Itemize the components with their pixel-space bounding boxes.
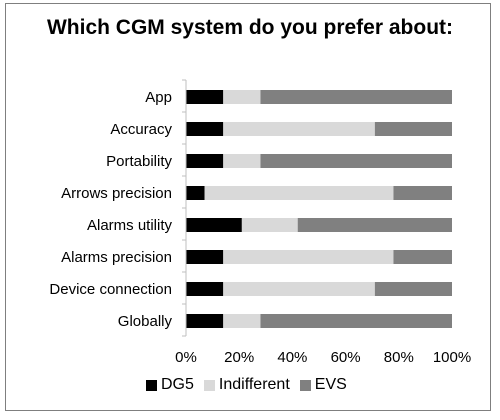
bar-indifferent-alarms-precision xyxy=(223,250,394,264)
category-label-alarms-utility: Alarms utility xyxy=(87,217,173,234)
x-tick-label-60: 60% xyxy=(331,349,361,366)
category-label-portability: Portability xyxy=(106,153,172,170)
legend-item-evs: EVS xyxy=(299,376,347,394)
bar-indifferent-alarms-utility xyxy=(241,218,298,232)
bar-indifferent-app xyxy=(223,90,261,104)
x-tick-label-40: 40% xyxy=(277,349,307,366)
category-label-accuracy: Accuracy xyxy=(110,121,172,138)
bar-evs-app xyxy=(260,90,452,104)
legend-item-indifferent: Indifferent xyxy=(203,376,290,394)
bar-evs-device-connection xyxy=(374,282,452,296)
bar-dg5-arrows-precision xyxy=(186,186,205,200)
bar-indifferent-globally xyxy=(223,314,261,328)
bars-layer xyxy=(186,90,452,328)
bar-indifferent-device-connection xyxy=(223,282,375,296)
bar-indifferent-accuracy xyxy=(223,122,375,136)
bar-dg5-app xyxy=(186,90,224,104)
category-label-app: App xyxy=(145,89,172,106)
legend-swatch-evs xyxy=(299,379,311,391)
x-tick-label-100: 100% xyxy=(433,349,471,366)
legend-label-dg5: DG5 xyxy=(161,376,194,393)
legend-item-dg5: DG5 xyxy=(146,376,194,394)
legend-label-evs: EVS xyxy=(314,376,347,393)
category-label-device-connection: Device connection xyxy=(49,281,172,298)
bar-evs-portability xyxy=(260,154,452,168)
category-label-arrows-precision: Arrows precision xyxy=(61,185,172,202)
x-tick-label-20: 20% xyxy=(224,349,254,366)
category-label-alarms-precision: Alarms precision xyxy=(61,249,172,266)
legend: DG5 Indifferent EVS xyxy=(146,376,357,394)
chart-frame xyxy=(5,3,491,411)
x-tick-label-0: 0% xyxy=(175,349,197,366)
bar-dg5-device-connection xyxy=(186,282,224,296)
category-labels: App Accuracy Portability Arrows precision Al… xyxy=(49,89,172,330)
bar-evs-alarms-utility xyxy=(297,218,452,232)
bar-dg5-accuracy xyxy=(186,122,224,136)
axis-layer xyxy=(182,79,187,337)
category-label-globally: Globally xyxy=(118,313,173,330)
legend-label-indifferent: Indifferent xyxy=(218,376,290,393)
bar-evs-accuracy xyxy=(374,122,452,136)
chart-title: Which CGM system do you prefer about: xyxy=(46,16,454,39)
bar-dg5-globally xyxy=(186,314,224,328)
x-tick-label-80: 80% xyxy=(384,349,414,366)
bar-indifferent-portability xyxy=(223,154,261,168)
bar-evs-arrows-precision xyxy=(393,186,452,200)
bar-evs-globally xyxy=(260,314,452,328)
bar-dg5-alarms-utility xyxy=(186,218,242,232)
bar-evs-alarms-precision xyxy=(393,250,452,264)
bar-dg5-alarms-precision xyxy=(186,250,224,264)
legend-swatch-dg5 xyxy=(146,379,157,391)
bar-dg5-portability xyxy=(186,154,224,168)
bar-indifferent-arrows-precision xyxy=(204,186,394,200)
legend-swatch-indifferent xyxy=(203,379,215,391)
tick-labels: 0% 20% 40% 60% 80% 100% xyxy=(175,349,471,366)
